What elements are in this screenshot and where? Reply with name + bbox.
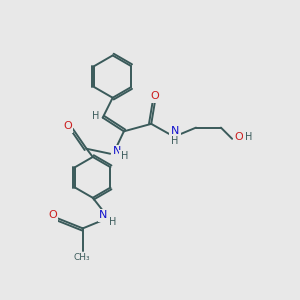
Text: O: O [151,91,159,101]
Text: H: H [109,217,116,227]
Text: N: N [171,126,179,136]
Text: CH₃: CH₃ [73,253,90,262]
Text: O: O [235,132,244,142]
Text: O: O [63,121,72,131]
Text: H: H [92,111,99,121]
Text: H: H [244,132,252,142]
Text: N: N [99,210,108,220]
Text: H: H [171,136,178,146]
Text: O: O [48,210,57,220]
Text: N: N [113,146,121,156]
Text: H: H [121,151,128,161]
